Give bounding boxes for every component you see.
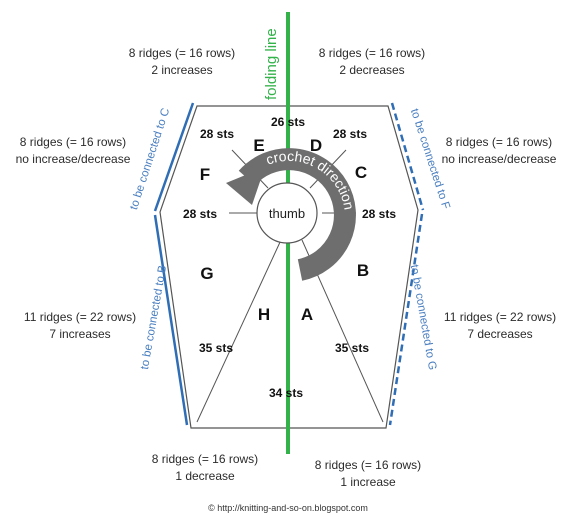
stitch-count-top: 26 sts — [271, 115, 305, 129]
section-letter-c: C — [355, 163, 367, 182]
stitch-count-lower-left: 35 sts — [199, 341, 233, 355]
svg-text:7 increases: 7 increases — [49, 327, 110, 341]
svg-text:8 ridges (= 16 rows): 8 ridges (= 16 rows) — [20, 135, 126, 149]
folding-line-label: folding line — [263, 28, 280, 100]
connection-line-lower-left — [153, 214, 189, 426]
connection-label-lower-right: to be connected to G — [408, 264, 438, 371]
svg-text:7 decreases: 7 decreases — [467, 327, 532, 341]
section-letter-g: G — [200, 264, 213, 283]
section-letter-h: H — [258, 305, 270, 324]
svg-text:1 decrease: 1 decrease — [175, 469, 235, 483]
stitch-count-upper-left: 28 sts — [200, 127, 234, 141]
annotation-lower-left: 11 ridges (= 22 rows) 7 increases — [24, 310, 136, 341]
thumb-label: thumb — [269, 206, 305, 221]
svg-text:8 ridges (= 16 rows): 8 ridges (= 16 rows) — [315, 458, 421, 472]
svg-text:1 increase: 1 increase — [340, 475, 396, 489]
arrow-head-icon — [226, 167, 265, 205]
section-letter-d: D — [310, 136, 322, 155]
annotation-bottom-left: 8 ridges (= 16 rows) 1 decrease — [152, 452, 258, 483]
stitch-count-lower-right: 35 sts — [335, 341, 369, 355]
connection-line-upper-right — [390, 102, 425, 211]
crochet-direction-arrow — [238, 148, 356, 281]
stitch-count-middle-right: 28 sts — [362, 207, 396, 221]
svg-text:8 ridges (= 16 rows): 8 ridges (= 16 rows) — [319, 46, 425, 60]
svg-text:no increase/decrease: no increase/decrease — [16, 152, 131, 166]
annotation-upper-right: 8 ridges (= 16 rows) no increase/decreas… — [442, 135, 557, 166]
annotation-upper-left: 8 ridges (= 16 rows) no increase/decreas… — [16, 135, 131, 166]
connection-line-upper-left — [153, 102, 195, 212]
svg-text:2 decreases: 2 decreases — [339, 63, 404, 77]
stitch-count-middle-left: 28 sts — [183, 207, 217, 221]
annotation-lower-right: 11 ridges (= 22 rows) 7 decreases — [444, 310, 556, 341]
svg-text:11 ridges (= 22 rows): 11 ridges (= 22 rows) — [444, 310, 556, 324]
connection-line-lower-right — [388, 213, 424, 426]
thumb-circle — [256, 182, 318, 244]
mitten-outline — [159, 105, 419, 429]
annotation-top-left: 8 ridges (= 16 rows) 2 increases — [129, 46, 235, 77]
stitch-count-bottom: 34 sts — [269, 386, 303, 400]
annotation-top-right: 8 ridges (= 16 rows) 2 decreases — [319, 46, 425, 77]
svg-text:8 ridges (= 16 rows): 8 ridges (= 16 rows) — [446, 135, 552, 149]
section-letter-f: F — [200, 165, 210, 184]
svg-text:11 ridges (= 22 rows): 11 ridges (= 22 rows) — [24, 310, 136, 324]
annotation-bottom-right: 8 ridges (= 16 rows) 1 increase — [315, 458, 421, 489]
svg-text:8 ridges (= 16 rows): 8 ridges (= 16 rows) — [129, 46, 235, 60]
stitch-count-upper-right: 28 sts — [333, 127, 367, 141]
section-letter-a: A — [301, 305, 313, 324]
section-letter-b: B — [357, 261, 369, 280]
copyright-text: © http://knitting-and-so-on.blogspot.com — [208, 503, 368, 513]
section-letter-e: E — [253, 136, 264, 155]
connection-label-lower-left: to be connected to B — [139, 264, 169, 370]
svg-text:2 increases: 2 increases — [151, 63, 212, 77]
svg-text:no increase/decrease: no increase/decrease — [442, 152, 557, 166]
svg-text:8 ridges (= 16 rows): 8 ridges (= 16 rows) — [152, 452, 258, 466]
